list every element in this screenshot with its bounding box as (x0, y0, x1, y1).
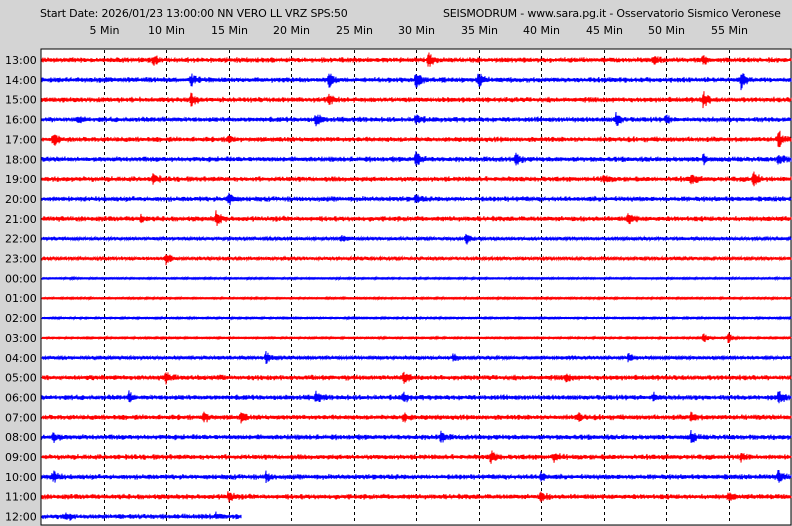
x-tick-label: 45 Min (586, 24, 623, 37)
source-label: SEISMODRUM - www.sara.pg.it - Osservator… (443, 7, 781, 20)
row-label: 04:00 (5, 352, 37, 365)
row-label: 17:00 (5, 133, 37, 146)
x-tick-label: 30 Min (398, 24, 435, 37)
trace-1400 (41, 73, 792, 91)
row-label: 21:00 (5, 213, 37, 226)
row-label: 22:00 (5, 233, 37, 246)
row-label: 02:00 (5, 312, 37, 325)
x-tick-label: 15 Min (211, 24, 248, 37)
row-label: 23:00 (5, 253, 37, 266)
row-label: 00:00 (5, 272, 37, 285)
x-tick-label: 35 Min (461, 24, 498, 37)
row-label: 12:00 (5, 511, 37, 524)
row-label: 13:00 (5, 54, 37, 67)
x-tick-label: 55 Min (711, 24, 748, 37)
x-tick-label: 25 Min (336, 24, 373, 37)
row-label: 06:00 (5, 391, 37, 404)
x-tick-label: 20 Min (273, 24, 310, 37)
row-label: 14:00 (5, 74, 37, 87)
row-label: 10:00 (5, 471, 37, 484)
row-label: 16:00 (5, 114, 37, 127)
start-info-label: Start Date: 2026/01/23 13:00:00 NN VERO … (40, 7, 348, 20)
row-label: 19:00 (5, 173, 37, 186)
row-label: 20:00 (5, 193, 37, 206)
x-tick-label: 10 Min (148, 24, 185, 37)
row-label: 03:00 (5, 332, 37, 345)
row-label: 05:00 (5, 372, 37, 385)
x-tick-label: 5 Min (89, 24, 119, 37)
row-label: 01:00 (5, 292, 37, 305)
row-label: 15:00 (5, 94, 37, 107)
row-label: 11:00 (5, 491, 37, 504)
x-tick-label: 40 Min (523, 24, 560, 37)
row-label: 08:00 (5, 431, 37, 444)
row-label: 18:00 (5, 153, 37, 166)
row-label: 07:00 (5, 411, 37, 424)
x-tick-label: 50 Min (648, 24, 685, 37)
row-label: 09:00 (5, 451, 37, 464)
